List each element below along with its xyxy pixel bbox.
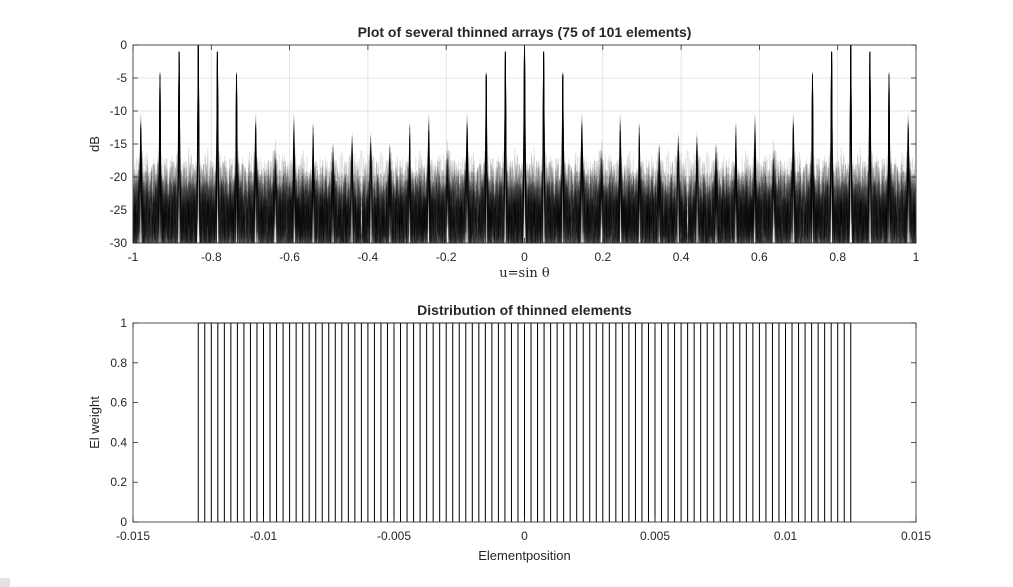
element-stems [197, 322, 852, 522]
y-tick-label: 0 [120, 38, 127, 52]
x-tick-label: 0.005 [640, 529, 670, 543]
x-tick-label: -0.005 [377, 529, 411, 543]
element-distribution-plot: -0.015 -0.01 -0.005 0 0.005 0.01 0.015 0 0.2 0.4 0… [87, 302, 931, 563]
pattern-plot-ylabel: dB [87, 136, 102, 152]
pattern-plot-ticks: -1 -0.8 -0.6 -0.4 -0.2 0 0.2 0.4 0.6 0.8 1 -30 -25 -2… [110, 38, 920, 264]
x-tick-label: 0.015 [901, 529, 931, 543]
x-tick-label: 0.8 [829, 250, 846, 264]
x-tick-label: -0.6 [279, 250, 300, 264]
x-tick-label: -1 [128, 250, 139, 264]
y-tick-label: -10 [110, 104, 128, 118]
x-tick-label: 1 [913, 250, 920, 264]
y-tick-label: 0.2 [110, 475, 127, 489]
y-tick-label: 0.8 [110, 356, 127, 370]
x-tick-label: 0.6 [751, 250, 768, 264]
y-tick-label: -15 [110, 137, 128, 151]
x-tick-label: -0.8 [201, 250, 222, 264]
element-plot-ylabel: El weight [87, 396, 102, 449]
y-tick-label: -25 [110, 203, 128, 217]
element-plot-frame [132, 322, 917, 523]
x-tick-label: -0.015 [116, 529, 150, 543]
y-tick-label: 1 [120, 316, 127, 330]
element-plot-ticks: -0.015 -0.01 -0.005 0 0.005 0.01 0.015 0 0.2 0.4 0… [110, 316, 931, 543]
x-tick-label: 0.2 [594, 250, 611, 264]
pattern-plot: -1 -0.8 -0.6 -0.4 -0.2 0 0.2 0.4 0.6 0.8 1 -30 -25 -2… [87, 24, 920, 281]
x-tick-label: 0.4 [673, 250, 690, 264]
x-tick-label: -0.4 [358, 250, 379, 264]
pattern-plot-xlabel: u=sin θ [499, 266, 550, 281]
x-tick-label: 0.01 [774, 529, 798, 543]
y-tick-label: -5 [116, 71, 127, 85]
x-tick-label: 0 [521, 529, 528, 543]
element-plot-xlabel: Elementposition [478, 548, 571, 563]
pattern-plot-title: Plot of several thinned arrays (75 of 10… [358, 24, 692, 40]
y-tick-label: 0 [120, 515, 127, 529]
x-tick-label: -0.01 [250, 529, 278, 543]
y-tick-label: 0.6 [110, 396, 127, 410]
x-tick-label: 0 [521, 250, 528, 264]
y-tick-label: -20 [110, 170, 128, 184]
y-tick-label: 0.4 [110, 435, 127, 449]
x-tick-label: -0.2 [436, 250, 457, 264]
pattern-plot-frame [132, 44, 917, 244]
element-plot-title: Distribution of thinned elements [417, 302, 632, 318]
y-tick-label: -30 [110, 236, 128, 250]
figure-corner-mark [0, 578, 10, 587]
